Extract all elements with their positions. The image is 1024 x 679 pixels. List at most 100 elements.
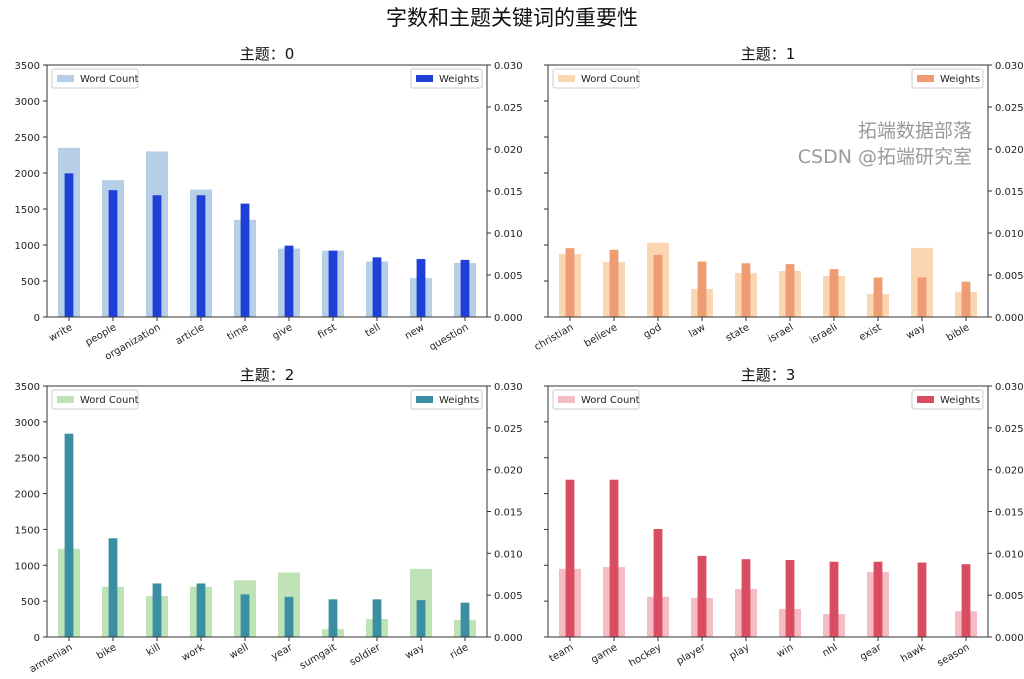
weight-bar xyxy=(917,562,927,637)
legend-swatch xyxy=(416,75,433,82)
y-right-tick-label: 0.010 xyxy=(995,229,1024,240)
subplot-title: 主题：0 xyxy=(240,45,295,63)
weight-bar xyxy=(240,594,250,637)
legend-label: Weights xyxy=(940,74,980,85)
x-tick-label: way xyxy=(403,642,426,662)
x-tick-label: player xyxy=(675,642,708,668)
y-right-tick-label: 0.030 xyxy=(995,61,1024,72)
weight-bar xyxy=(416,600,426,637)
weight-bar xyxy=(565,248,575,317)
legend-weights xyxy=(410,389,483,410)
legend-swatch xyxy=(917,396,934,403)
x-tick-label: season xyxy=(936,642,972,669)
y-left-tick-label: 1000 xyxy=(15,241,40,252)
y-right-tick-label: 0.015 xyxy=(494,508,523,519)
y-right-tick-label: 0.030 xyxy=(494,382,523,393)
legend-word-count xyxy=(51,389,139,410)
weight-bar xyxy=(196,195,206,317)
x-tick-label: team xyxy=(548,642,576,665)
x-tick-label: sumgait xyxy=(298,642,339,672)
x-tick-label: nhl xyxy=(821,642,840,659)
legend-swatch xyxy=(558,75,575,82)
watermark-line1: 拓端数据部落 xyxy=(857,120,972,142)
legend-swatch xyxy=(558,396,575,403)
legend-label: Word Count xyxy=(581,74,640,85)
y-left-tick-label: 2500 xyxy=(15,133,40,144)
x-tick-label: hockey xyxy=(627,642,663,669)
y-right-tick-label: 0.000 xyxy=(995,313,1024,324)
legend-label: Word Count xyxy=(581,395,640,406)
weight-bar xyxy=(460,602,470,637)
weight-bar xyxy=(741,559,751,637)
x-tick-label: believe xyxy=(583,322,620,350)
x-tick-label: question xyxy=(428,322,471,353)
x-tick-label: article xyxy=(174,322,207,347)
y-left-tick-label: 3500 xyxy=(15,382,40,393)
x-tick-label: well xyxy=(228,642,251,661)
y-right-tick-label: 0.020 xyxy=(494,466,523,477)
y-left-tick-label: 0 xyxy=(34,313,40,324)
y-left-tick-label: 500 xyxy=(21,597,40,608)
x-tick-label: bible xyxy=(945,322,972,344)
legend-word-count xyxy=(552,389,640,410)
y-right-tick-label: 0.025 xyxy=(494,424,523,435)
weight-bar xyxy=(416,259,426,317)
subplot-title: 主题：2 xyxy=(240,366,295,384)
weight-bar xyxy=(372,257,382,317)
weight-bar xyxy=(64,173,74,317)
x-tick-label: new xyxy=(403,322,426,342)
weight-bar xyxy=(328,250,338,317)
legend-weights xyxy=(410,68,483,89)
subplot-3: 主题：3 team game hockey player play win nhl gear ha… xyxy=(544,366,1024,669)
weight-bar xyxy=(653,254,663,317)
y-left-tick-label: 1500 xyxy=(15,205,40,216)
legend-swatch xyxy=(416,396,433,403)
y-right-tick-label: 0.025 xyxy=(995,424,1024,435)
x-tick-label: israeli xyxy=(808,322,839,346)
subplot-title: 主题：1 xyxy=(741,45,796,63)
x-tick-label: people xyxy=(84,322,119,348)
x-tick-label: bike xyxy=(95,642,118,662)
x-tick-label: gear xyxy=(858,642,884,663)
weight-bar xyxy=(196,583,206,637)
weight-bar xyxy=(785,560,795,637)
weight-bar xyxy=(653,529,663,637)
legend-label: Weights xyxy=(439,395,479,406)
y-left-tick-label: 2000 xyxy=(15,490,40,501)
y-left-tick-label: 500 xyxy=(21,277,40,288)
y-right-tick-label: 0.015 xyxy=(995,508,1024,519)
weight-bar xyxy=(152,195,162,317)
weight-bar xyxy=(240,203,250,317)
weight-bar xyxy=(372,599,382,637)
weight-bar xyxy=(108,538,118,637)
y-left-tick-label: 3000 xyxy=(15,418,40,429)
y-right-tick-label: 0.010 xyxy=(494,229,523,240)
watermark-line2: CSDN @拓端研究室 xyxy=(797,146,972,168)
x-tick-label: write xyxy=(47,322,74,344)
y-right-tick-label: 0.020 xyxy=(995,466,1024,477)
x-tick-label: god xyxy=(642,322,664,341)
y-left-tick-label: 2500 xyxy=(15,454,40,465)
subplot-1: 主题：1 christian believe god law state israel isr… xyxy=(533,45,1024,353)
legend-swatch xyxy=(57,75,74,82)
x-tick-label: game xyxy=(589,642,619,666)
x-tick-label: israel xyxy=(766,322,795,345)
legend-word-count xyxy=(552,68,640,89)
y-left-tick-label: 2000 xyxy=(15,169,40,180)
x-tick-label: year xyxy=(270,642,296,663)
x-tick-label: kill xyxy=(145,642,163,659)
y-left-tick-label: 1000 xyxy=(15,561,40,572)
y-right-tick-label: 0.010 xyxy=(494,549,523,560)
weight-bar xyxy=(961,564,971,637)
x-tick-label: law xyxy=(687,322,707,340)
y-right-tick-label: 0.005 xyxy=(494,591,523,602)
weight-bar xyxy=(609,479,619,637)
y-left-tick-label: 0 xyxy=(34,633,40,644)
weight-bar xyxy=(64,433,74,637)
x-tick-label: hawk xyxy=(899,642,928,665)
y-left-tick-label: 1500 xyxy=(15,525,40,536)
legend-label: Word Count xyxy=(80,74,139,85)
weight-bar xyxy=(284,596,294,637)
